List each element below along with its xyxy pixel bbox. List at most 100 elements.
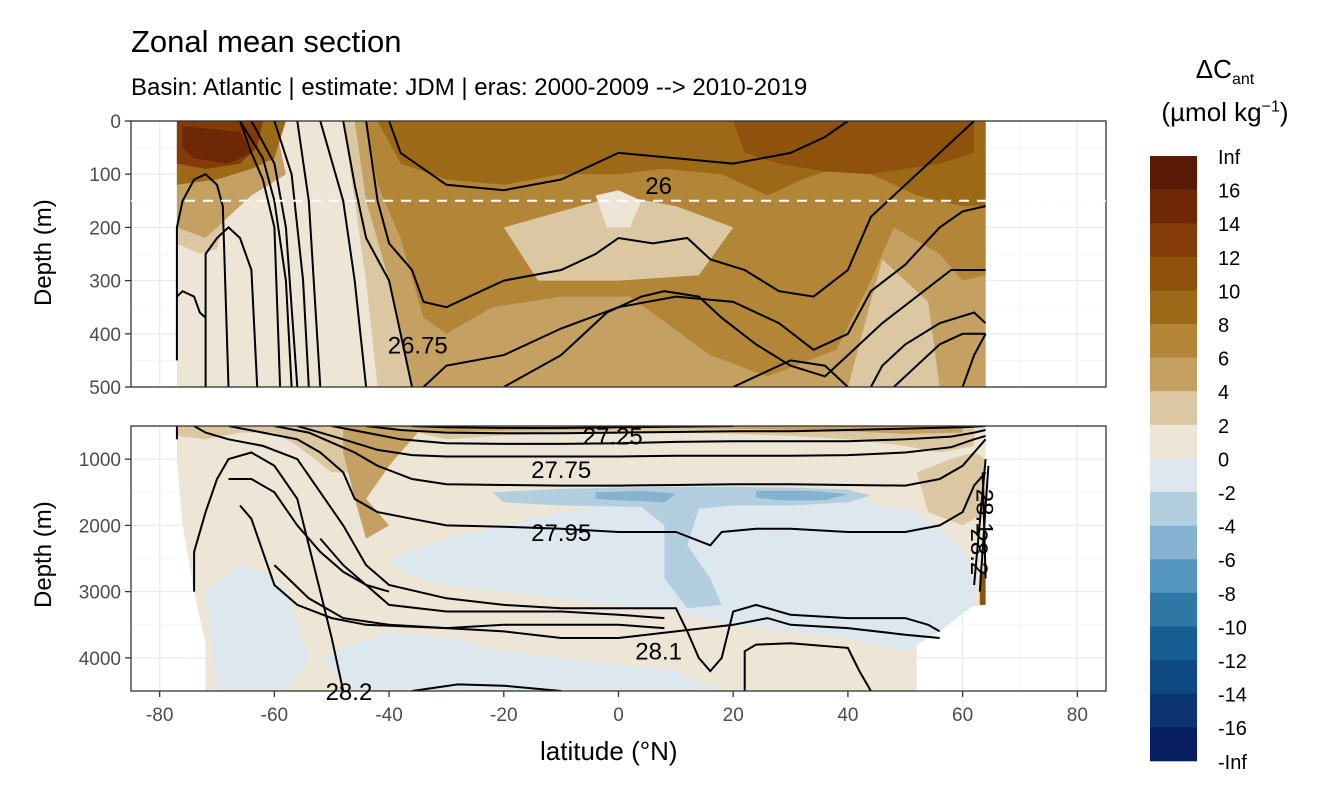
legend: Inf 16 14 12 10 8 6 4 2 0 -2 -4 -6 -8 -10 -12 -14 -16 -Inf: [1150, 147, 1247, 774]
contour-label: 28.2: [965, 529, 992, 576]
density-isoline: [319, 121, 368, 387]
density-isoline: [273, 564, 665, 630]
filled-contour-region: [916, 452, 986, 526]
contour-fills: [176, 121, 986, 387]
legend-title: ΔCant (µmol kg−1): [1140, 54, 1310, 128]
legend-label: -14: [1218, 685, 1247, 707]
density-isoline: [365, 426, 986, 435]
y-tick-label: 2000: [79, 516, 121, 537]
legend-label: -10: [1218, 617, 1247, 639]
legend-label: -Inf: [1218, 752, 1247, 774]
y-tick-label: 500: [89, 378, 121, 399]
density-isoline: [732, 359, 849, 387]
legend-swatch: [1150, 525, 1197, 560]
legend-title-close: ): [1279, 97, 1289, 128]
density-isoline: [239, 121, 282, 387]
contour-label: 28.1: [635, 639, 682, 666]
legend-label: 6: [1218, 349, 1229, 371]
y-tick-label: 3000: [79, 583, 121, 604]
legend-swatch: [1150, 391, 1197, 426]
legend-swatch: [1150, 256, 1197, 291]
filled-contour-region: [205, 565, 309, 691]
chart-title: Zonal mean section: [131, 24, 402, 59]
legend-swatch: [1150, 324, 1197, 359]
contour-label: 26.75: [388, 332, 448, 359]
density-isoline: [193, 426, 941, 673]
x-tick-label: -20: [490, 705, 517, 726]
legend-label: -16: [1218, 718, 1247, 740]
density-isoline: [893, 332, 986, 387]
legend-label: 10: [1218, 281, 1240, 303]
x-tick-label: 20: [723, 705, 744, 726]
legend-swatch: [1150, 458, 1197, 493]
x-tick-label: -60: [261, 705, 288, 726]
contour-label: 27.95: [531, 520, 591, 547]
legend-swatch: [1150, 492, 1197, 527]
filled-contour-region: [492, 486, 871, 609]
legend-swatch: [1150, 357, 1197, 392]
filled-contour-region: [320, 631, 722, 691]
legend-label: 14: [1218, 214, 1240, 236]
y-tick-label: 200: [89, 218, 121, 239]
y-tick-label: 300: [89, 272, 121, 293]
y-tick-label: 0: [110, 112, 121, 133]
density-isoline: [411, 683, 562, 691]
density-isoline: [175, 173, 230, 387]
density-isoline: [961, 333, 987, 387]
contour-label: 28.1: [971, 489, 998, 536]
filled-contour-region: [595, 190, 642, 228]
legend-label: -8: [1218, 584, 1236, 606]
legend-swatch: [1150, 189, 1197, 224]
density-isoline: [319, 537, 665, 620]
density-isoline: [503, 269, 986, 387]
x-tick-label: 60: [952, 705, 973, 726]
legend-swatch: [1150, 592, 1197, 627]
filled-contour-region: [733, 121, 975, 175]
density-isoline: [273, 121, 310, 387]
legend-swatch: [1150, 223, 1197, 258]
contour-label: 27.75: [531, 457, 591, 484]
density-isoline: [250, 121, 299, 387]
density-isoline: [274, 426, 987, 487]
density-isoline: [239, 504, 940, 639]
legend-label: -12: [1218, 651, 1247, 673]
contour-label: 27.25: [583, 423, 643, 450]
legend-title-unit: (µmol kg: [1161, 97, 1262, 128]
x-tick-label: 80: [1067, 705, 1088, 726]
density-isoline: [297, 426, 986, 458]
legend-label: 12: [1218, 248, 1240, 270]
filled-contour-region: [595, 490, 676, 503]
panel-border: [130, 120, 1107, 388]
y-tick-label: 400: [89, 325, 121, 346]
density-isoline: [422, 205, 986, 387]
density-isoline: [204, 226, 259, 387]
density-isolines: [175, 426, 990, 691]
density-isoline: [239, 121, 293, 387]
legend-label: 4: [1218, 382, 1229, 404]
y-axis-label-upper: Depth (m): [30, 199, 57, 306]
x-tick-label: -80: [146, 705, 173, 726]
density-isoline: [193, 451, 345, 691]
legend-title-main: ΔC: [1195, 54, 1232, 84]
density-isoline: [870, 311, 987, 387]
chart-subtitle: Basin: Atlantic | estimate: JDM | eras: …: [131, 74, 808, 101]
legend-swatch: [1150, 626, 1197, 661]
density-isoline: [296, 121, 322, 387]
legend-swatch: [1150, 424, 1197, 459]
legend-label: 2: [1218, 416, 1229, 438]
filled-contour-region: [343, 426, 424, 539]
density-isoline: [176, 290, 207, 319]
legend-swatch: [1150, 559, 1197, 594]
legend-label: -2: [1218, 483, 1236, 505]
legend-swatch: [1150, 693, 1197, 728]
legend-title-sup: −1: [1261, 98, 1280, 116]
x-axis-label: latitude (°N): [540, 736, 678, 766]
y-tick-label: 1000: [79, 450, 121, 471]
legend-label: 16: [1218, 181, 1240, 203]
density-isoline: [331, 426, 986, 445]
filled-contour-region: [756, 490, 848, 501]
